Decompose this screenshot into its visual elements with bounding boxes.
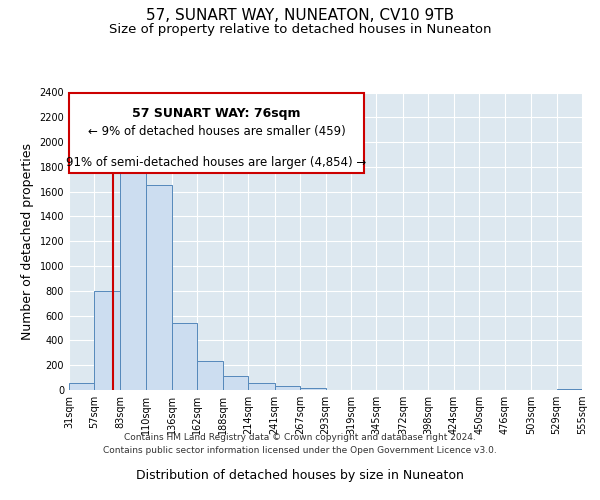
Bar — [94, 291, 120, 390]
Text: 57, SUNART WAY, NUNEATON, CV10 9TB: 57, SUNART WAY, NUNEATON, CV10 9TB — [146, 8, 454, 22]
Bar — [223, 376, 248, 390]
Text: Size of property relative to detached houses in Nuneaton: Size of property relative to detached ho… — [109, 22, 491, 36]
Text: 91% of semi-detached houses are larger (4,854) →: 91% of semi-detached houses are larger (… — [67, 156, 367, 169]
Text: Contains HM Land Registry data © Crown copyright and database right 2024.: Contains HM Land Registry data © Crown c… — [124, 434, 476, 442]
Bar — [275, 386, 300, 390]
FancyBboxPatch shape — [69, 92, 364, 173]
Bar — [300, 388, 325, 390]
Bar — [248, 383, 275, 390]
Bar — [69, 383, 94, 390]
Y-axis label: Number of detached properties: Number of detached properties — [21, 143, 34, 340]
Bar — [146, 186, 172, 390]
Text: ← 9% of detached houses are smaller (459): ← 9% of detached houses are smaller (459… — [88, 124, 346, 138]
Bar — [120, 157, 146, 390]
Bar — [172, 323, 197, 390]
Text: Contains public sector information licensed under the Open Government Licence v3: Contains public sector information licen… — [103, 446, 497, 455]
Bar — [197, 361, 223, 390]
Text: 57 SUNART WAY: 76sqm: 57 SUNART WAY: 76sqm — [132, 108, 301, 120]
Text: Distribution of detached houses by size in Nuneaton: Distribution of detached houses by size … — [136, 470, 464, 482]
